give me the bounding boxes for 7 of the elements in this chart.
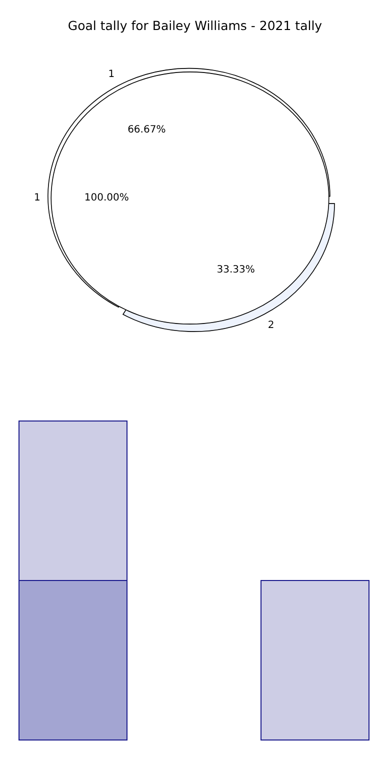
slice-label: 2 <box>268 320 274 331</box>
slice-label: 1 <box>34 192 40 204</box>
data-label: 100.00% <box>84 192 129 204</box>
data-label: 33.33% <box>216 264 255 276</box>
slice-label: 1 <box>108 68 115 80</box>
data-label: 66.67% <box>128 124 166 136</box>
chart-title: Goal tally for Bailey Williams - 2021 tally <box>68 18 323 33</box>
